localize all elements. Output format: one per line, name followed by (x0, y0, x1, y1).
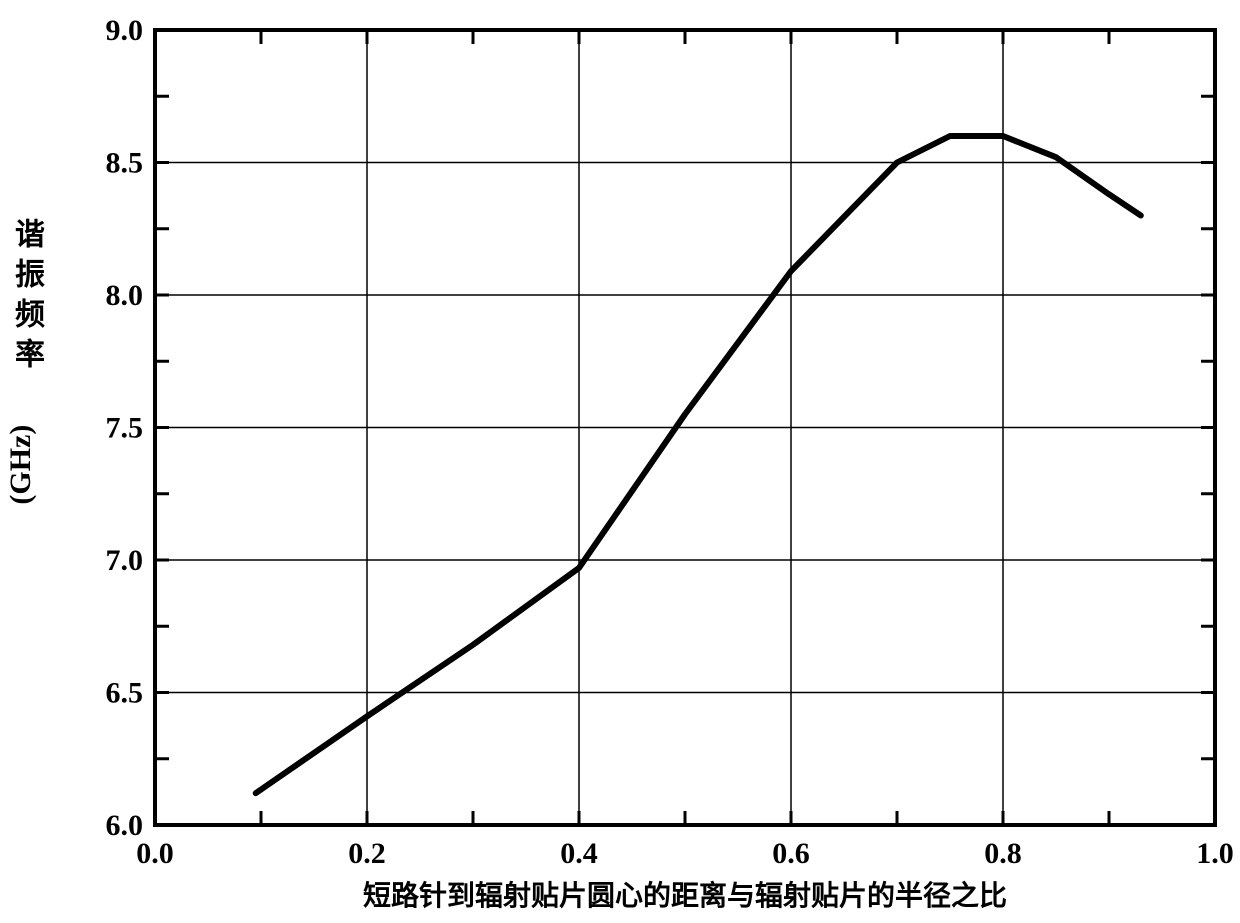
chart-background (0, 0, 1240, 923)
x-tick-label: 0.2 (348, 837, 386, 870)
x-tick-label: 0.8 (984, 837, 1022, 870)
y-tick-label: 9.0 (106, 14, 144, 47)
svg-text:率: 率 (15, 339, 45, 372)
x-tick-label: 0.6 (772, 837, 810, 870)
y-tick-label: 7.0 (106, 544, 144, 577)
svg-text:振: 振 (15, 259, 45, 292)
x-axis-title: 短路针到辐射贴片圆心的距离与辐射贴片的半径之比 (363, 879, 1007, 912)
svg-text:频: 频 (15, 299, 45, 332)
y-tick-label: 7.5 (106, 412, 144, 445)
line-chart: 0.00.20.40.60.81.06.06.57.07.58.08.59.0短… (0, 0, 1240, 923)
y-tick-label: 6.0 (106, 809, 144, 842)
x-tick-label: 0.4 (560, 837, 598, 870)
chart-container: 0.00.20.40.60.81.06.06.57.07.58.08.59.0短… (0, 0, 1240, 923)
svg-text:(GHz): (GHz) (4, 425, 37, 505)
svg-text:谐: 谐 (15, 219, 45, 252)
x-tick-label: 1.0 (1196, 837, 1234, 870)
y-tick-label: 8.0 (106, 279, 144, 312)
y-tick-label: 6.5 (106, 677, 144, 710)
y-tick-label: 8.5 (106, 147, 144, 180)
